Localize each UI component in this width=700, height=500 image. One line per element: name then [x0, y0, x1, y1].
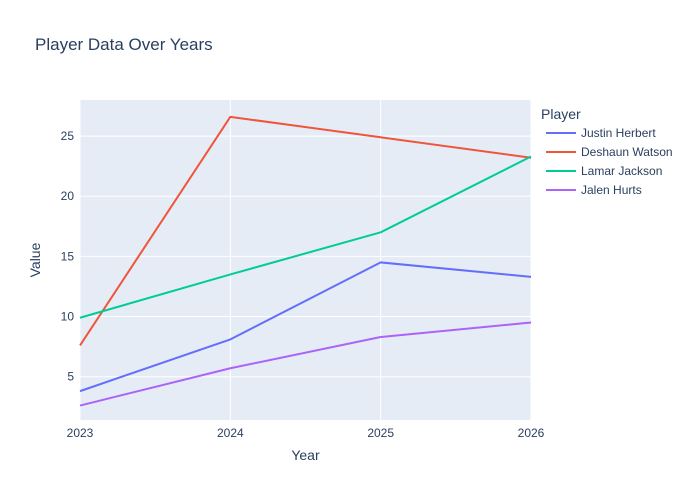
legend-title: Player — [541, 106, 581, 122]
legend-label: Jalen Hurts — [581, 183, 642, 197]
x-tick-label: 2024 — [217, 426, 244, 440]
x-tick-label: 2026 — [518, 426, 545, 440]
series-line-deshaun-watson[interactable] — [79, 115, 532, 346]
legend-item-justin-herbert[interactable]: Justin Herbert — [546, 126, 656, 140]
legend-item-lamar-jackson[interactable]: Lamar Jackson — [546, 164, 662, 178]
y-axis-title: Value — [27, 242, 43, 277]
y-tick-label: 5 — [67, 370, 74, 384]
chart-title: Player Data Over Years — [35, 35, 213, 54]
legend-label: Lamar Jackson — [581, 164, 662, 178]
series-line-jalen-hurts[interactable] — [79, 321, 532, 407]
grid-lines — [79, 100, 532, 420]
y-tick-label: 20 — [61, 189, 75, 203]
y-tick-label: 25 — [61, 129, 75, 143]
plot-area — [80, 100, 531, 420]
series-line-lamar-jackson[interactable] — [79, 155, 532, 319]
y-tick-label: 10 — [61, 310, 75, 324]
series-lines — [79, 115, 532, 407]
series-line-justin-herbert[interactable] — [79, 261, 532, 393]
legend-label: Deshaun Watson — [581, 145, 673, 159]
y-axis-ticks: 5 10 15 20 25 — [61, 129, 75, 384]
x-tick-label: 2025 — [367, 426, 394, 440]
legend-label: Justin Herbert — [581, 126, 656, 140]
x-axis-ticks: 2023 2024 2025 2026 — [67, 426, 545, 440]
legend[interactable]: Player Justin Herbert Deshaun Watson Lamar… — [541, 106, 673, 197]
x-tick-label: 2023 — [67, 426, 94, 440]
y-tick-label: 15 — [61, 249, 75, 263]
legend-item-jalen-hurts[interactable]: Jalen Hurts — [546, 183, 642, 197]
x-axis-title: Year — [291, 447, 320, 463]
legend-item-deshaun-watson[interactable]: Deshaun Watson — [546, 145, 673, 159]
